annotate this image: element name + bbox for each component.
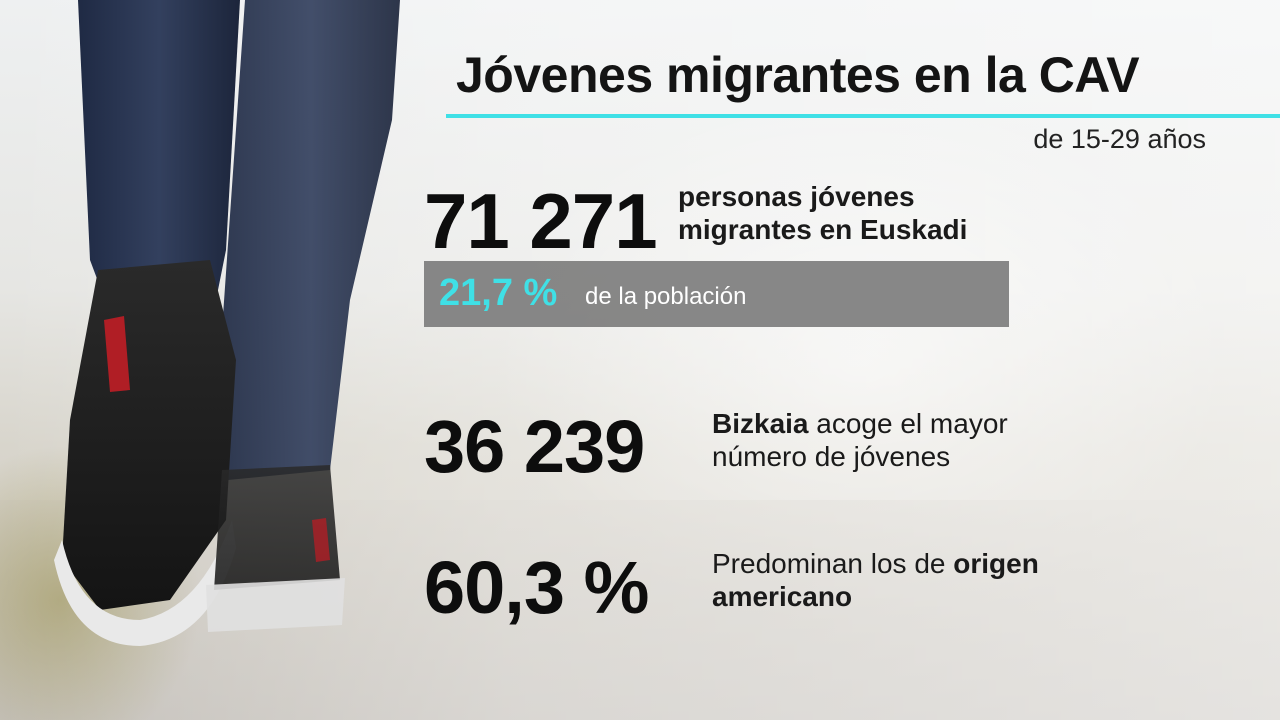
population-percent-bar: 21,7 % de la población (424, 261, 1009, 327)
page-title: Jóvenes migrantes en la CAV (456, 47, 1140, 103)
desc-line: personas jóvenes (678, 181, 915, 212)
population-percent-value: 21,7 % (439, 272, 558, 314)
total-young-migrants-value: 71 271 (424, 177, 658, 265)
american-origin-percent-value: 60,3 % (424, 546, 649, 629)
title-underline (446, 114, 1280, 118)
total-young-migrants-description: personas jóvenes migrantes en Euskadi (678, 180, 1038, 246)
desc-bold: americano (712, 581, 853, 612)
desc-text: Predominan los de (712, 548, 954, 579)
bizkaia-count-value: 36 239 (424, 405, 645, 488)
desc-line: migrantes en Euskadi (678, 214, 968, 245)
desc-text: acoge el mayor (808, 408, 1008, 439)
population-percent-label: de la población (585, 283, 747, 310)
bizkaia-label: Bizkaia (712, 408, 809, 439)
bizkaia-description: Bizkaia acoge el mayor número de jóvenes (712, 407, 1092, 473)
desc-line: número de jóvenes (712, 441, 951, 472)
american-origin-description: Predominan los de origen americano (712, 547, 1132, 613)
age-range-subtitle: de 15-29 años (1033, 124, 1206, 154)
desc-bold: origen (953, 548, 1039, 579)
walking-legs-image (54, 0, 400, 646)
